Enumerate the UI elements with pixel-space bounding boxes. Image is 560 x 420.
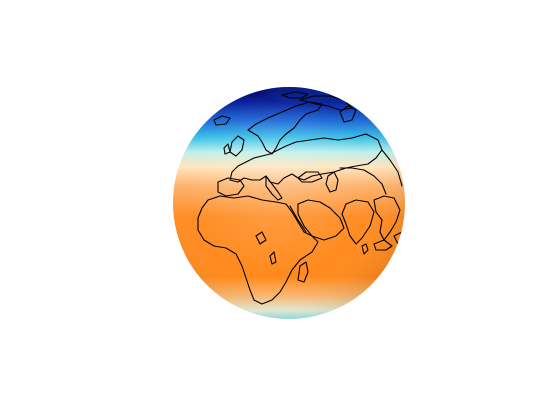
coastline-african-lakes (255, 231, 277, 265)
coastline-british-isles (223, 135, 245, 157)
coastline-arabia (297, 199, 345, 241)
coastline-novaya-zemlya (339, 105, 357, 123)
coastline-italy (265, 175, 283, 201)
globe (173, 87, 405, 319)
coastline-red-sea (289, 205, 307, 233)
coastline-madagascar (297, 261, 309, 283)
coastline-sri-lanka (361, 243, 369, 255)
coastline-europe (229, 133, 383, 185)
coastline-caspian-sea (325, 171, 339, 193)
coastline-africa (197, 195, 319, 305)
globe-shading (173, 87, 405, 319)
coastline-scandinavia (247, 101, 323, 155)
coastline-black-sea (297, 171, 323, 183)
coastline-iceland (213, 115, 231, 126)
coastline-iberia (217, 177, 245, 197)
coastline-south-asia (341, 199, 375, 245)
coastline-central-asia (339, 167, 387, 195)
coastline-east-coast (381, 149, 403, 187)
coastline-southeast-asia (373, 195, 401, 241)
coastlines (197, 89, 405, 305)
